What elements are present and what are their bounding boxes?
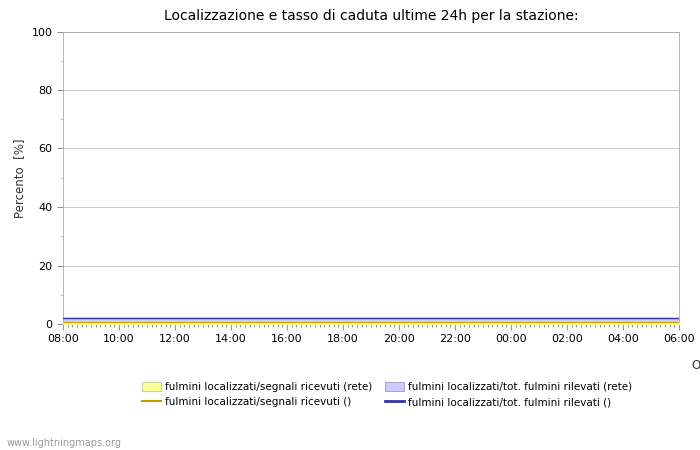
Legend: fulmini localizzati/segnali ricevuti (rete), fulmini localizzati/segnali ricevut: fulmini localizzati/segnali ricevuti (re…	[142, 382, 632, 407]
Text: Orario: Orario	[692, 359, 700, 372]
Y-axis label: Percento  [%]: Percento [%]	[13, 138, 26, 217]
Title: Localizzazione e tasso di caduta ultime 24h per la stazione:: Localizzazione e tasso di caduta ultime …	[164, 9, 578, 23]
Text: www.lightningmaps.org: www.lightningmaps.org	[7, 438, 122, 448]
